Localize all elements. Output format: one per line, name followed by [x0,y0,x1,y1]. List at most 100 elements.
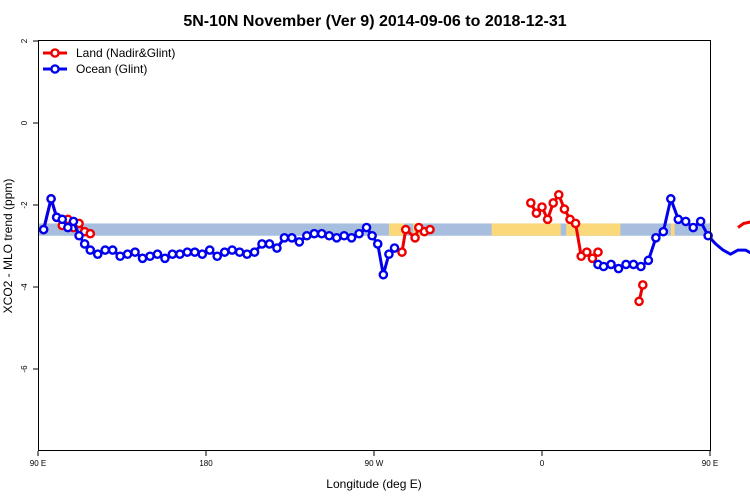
land-band-segment [491,223,561,236]
data-point [636,261,646,272]
data-point [666,194,676,204]
y-tick-label: -2 [20,201,29,209]
data-point [367,230,377,241]
series-line [737,220,750,229]
data-point [279,232,290,243]
data-point [673,214,684,225]
legend-item: Land (Nadir&Glint) [43,46,175,60]
data-point [264,239,275,249]
data-point [634,296,644,307]
data-point [339,230,349,241]
data-point [85,228,96,239]
data-point [46,194,56,204]
data-point [554,189,564,200]
y-tick-label: -4 [20,283,29,291]
data-point [410,232,420,243]
series-ocean [38,194,750,280]
data-point [115,251,125,262]
data-point [324,230,335,241]
data-point [621,259,631,270]
chart-title: 5N-10N November (Ver 9) 2014-09-06 to 20… [183,13,566,30]
y-tick-label: 0 [20,120,29,125]
data-point [130,247,140,257]
data-point [400,224,411,235]
data-point [63,222,73,233]
land-band-segment [566,223,621,236]
data-point [74,230,84,241]
data-point [582,247,592,257]
legend-item: Ocean (Glint) [43,62,147,76]
data-point [643,255,654,266]
data-point [175,249,185,259]
data-point [122,249,133,259]
data-point [559,204,570,214]
data-point [378,269,389,280]
x-tick-label: 90 E [30,459,46,468]
data-point [57,214,68,225]
data-point [346,232,357,243]
data-point [354,228,364,239]
data-point [197,249,208,259]
data-point [651,232,661,243]
data-point [257,239,267,249]
data-point [331,232,342,243]
legend-marker [50,48,60,58]
data-point [537,202,547,212]
y-axis: 2 0 -2 -4 -6 [20,38,38,373]
x-tick-label: 90 W [365,459,384,468]
legend-label: Ocean (Glint) [76,62,147,76]
data-point [570,218,581,229]
plot-frame [38,40,711,451]
data-point [242,249,252,259]
data-point [587,253,598,264]
data-point [613,263,624,274]
land-ocean-band [38,223,710,236]
data-point [526,198,536,208]
data-point [316,228,327,239]
data-point [219,247,230,257]
land-band-segment [670,223,675,236]
data-point [145,251,155,262]
data-point [79,239,90,249]
x-tick-label: 90 E [702,459,718,468]
data-point [249,247,260,257]
data-point [287,232,297,243]
data-point [92,249,103,259]
data-point [38,224,49,235]
data-point [397,247,407,257]
data-point [152,249,163,259]
x-axis-label: Longitude (deg E) [326,477,421,491]
data-point [212,251,222,262]
y-tick-label: 2 [20,38,29,43]
data-point [548,198,559,208]
data-point [167,249,178,259]
data-point [703,230,713,241]
data-point [182,247,193,257]
legend: Land (Nadir&Glint) Ocean (Glint) [43,46,175,76]
data-point [425,224,435,235]
data-point [680,216,691,227]
series-layer [38,189,750,307]
data-point [606,259,616,270]
y-tick-label: -6 [20,365,29,373]
data-point [389,243,400,253]
x-axis: 90 E 180 90 W 0 90 E [30,451,718,468]
data-point [272,243,282,253]
data-point [658,226,669,237]
data-point [301,230,312,241]
data-point [85,245,96,255]
data-point [189,247,200,257]
y-axis-label: XCO2 - MLO trend (ppm) [1,179,15,314]
data-point [361,222,372,233]
data-point [695,216,706,227]
data-point [542,214,553,225]
data-point [137,253,148,264]
data-point [688,222,699,233]
data-point [160,253,170,264]
data-point [372,239,383,249]
data-point [68,216,79,227]
data-point [531,208,542,218]
data-point [593,247,603,257]
x-tick-label: 0 [540,459,545,468]
